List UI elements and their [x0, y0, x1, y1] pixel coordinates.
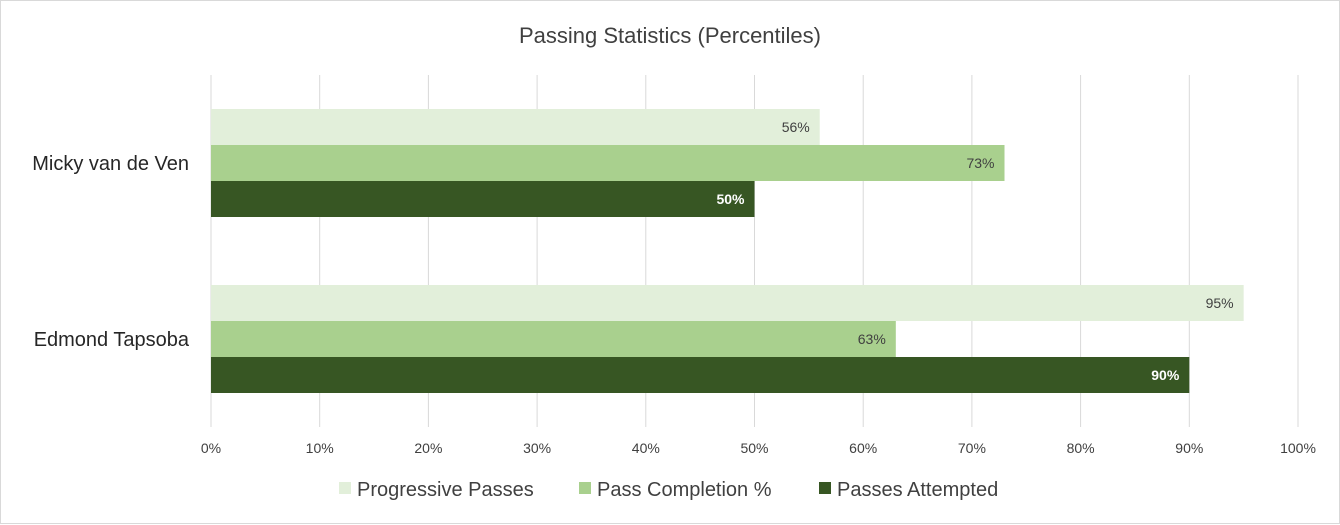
bar [211, 285, 1244, 321]
bar [211, 145, 1005, 181]
legend-swatch [819, 482, 831, 494]
bar [211, 181, 755, 217]
bar [211, 357, 1190, 393]
x-tick-label: 80% [1067, 440, 1095, 456]
bar [211, 109, 820, 145]
data-label: 56% [782, 119, 810, 135]
category-label: Micky van de Ven [32, 153, 189, 175]
bar [211, 321, 896, 357]
legend-swatch [339, 482, 351, 494]
legend-swatch [579, 482, 591, 494]
category-label: Edmond Tapsoba [34, 329, 190, 351]
x-tick-label: 20% [414, 440, 442, 456]
data-label: 90% [1151, 367, 1180, 383]
x-tick-label: 70% [958, 440, 986, 456]
legend-label: Pass Completion % [597, 479, 772, 501]
x-tick-label: 0% [201, 440, 221, 456]
x-tick-label: 60% [849, 440, 877, 456]
data-label: 63% [858, 331, 886, 347]
data-label: 95% [1206, 295, 1234, 311]
data-label: 50% [716, 191, 745, 207]
x-tick-label: 90% [1175, 440, 1203, 456]
x-tick-label: 30% [523, 440, 551, 456]
x-tick-label: 100% [1280, 440, 1316, 456]
chart-title: Passing Statistics (Percentiles) [519, 23, 821, 48]
data-label: 73% [966, 155, 994, 171]
x-tick-label: 40% [632, 440, 660, 456]
x-tick-label: 10% [306, 440, 334, 456]
legend-label: Passes Attempted [837, 479, 998, 501]
legend-label: Progressive Passes [357, 479, 534, 501]
x-tick-label: 50% [740, 440, 768, 456]
